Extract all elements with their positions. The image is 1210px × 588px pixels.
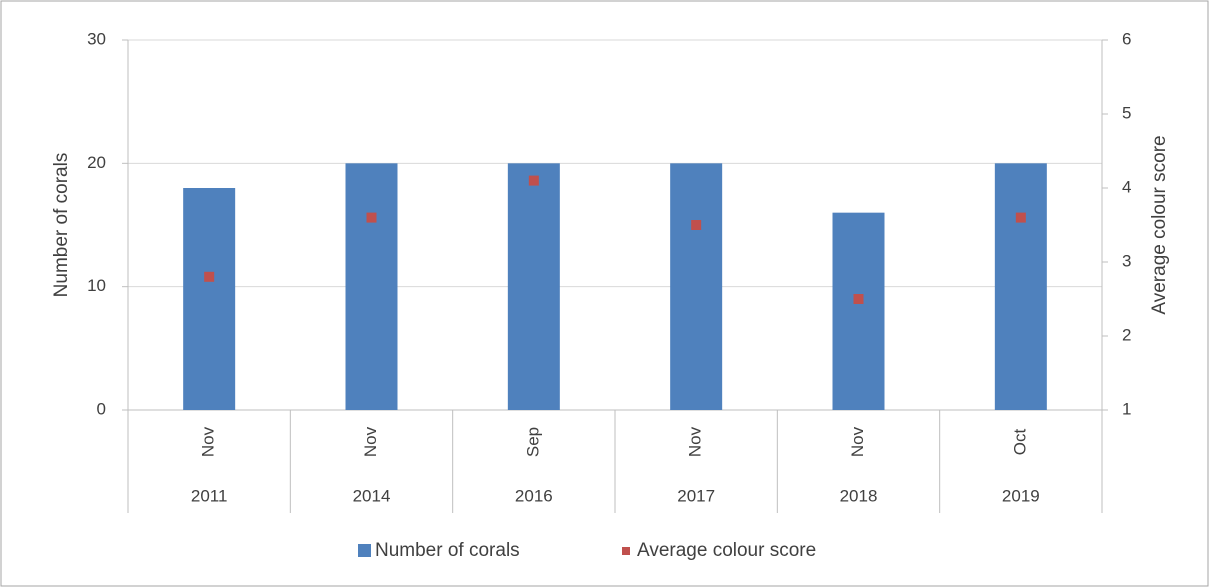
y2-tick-label: 6 [1122,29,1131,48]
x-group-label: 2016 [515,486,553,505]
x-group-label: 2014 [353,486,391,505]
marker [853,294,864,304]
y-tick-label: 30 [87,29,106,48]
y-axis-label: Number of corals [51,153,72,298]
x-tick-label: Oct [1010,429,1029,456]
marker [204,271,215,282]
y2-tick-label: 1 [1122,399,1131,418]
bar [507,163,560,410]
y-tick-label: 20 [87,153,106,172]
x-group-label: 2018 [840,486,878,505]
bar [832,212,885,410]
legend-swatch [358,544,371,557]
x-tick-label: Sep [523,427,542,457]
y2-axis-label: Average colour score [1149,135,1170,314]
bar [670,163,723,410]
legend-label: Number of corals [375,540,520,561]
y2-tick-label: 4 [1122,177,1131,196]
x-group-label: 2017 [677,486,715,505]
legend-swatch [622,547,630,555]
bar [994,163,1047,410]
y2-tick-label: 5 [1122,103,1131,122]
x-tick-label: Nov [686,426,705,457]
marker [691,220,702,230]
marker [1015,212,1026,223]
y-tick-label: 10 [87,276,106,295]
marker [366,212,377,223]
y-tick-label: 0 [97,399,106,418]
x-tick-label: Nov [199,426,218,457]
y2-tick-label: 2 [1122,325,1131,344]
x-tick-label: Nov [361,426,380,457]
x-tick-label: Nov [848,426,867,457]
bar [345,163,398,410]
legend-label: Average colour score [637,540,816,561]
bar [183,188,236,410]
x-group-label: 2011 [191,486,228,505]
marker [528,175,539,186]
y2-tick-label: 3 [1122,251,1131,270]
x-group-label: 2019 [1002,486,1040,505]
